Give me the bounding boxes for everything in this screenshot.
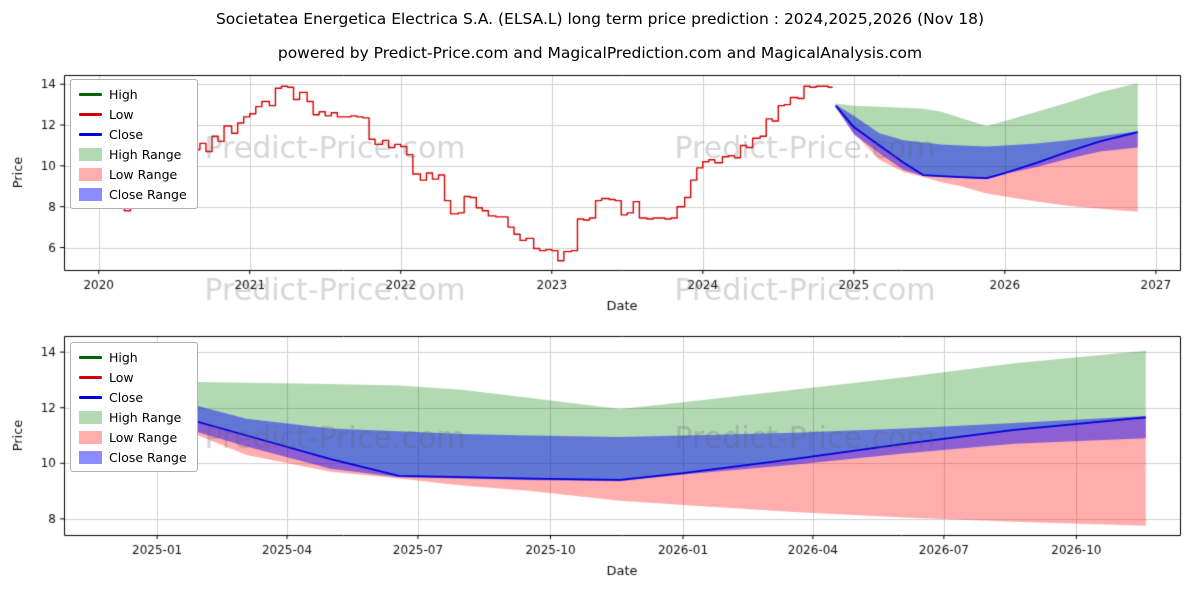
close-range-swatch (79, 450, 102, 464)
legend-label: High (109, 86, 138, 102)
legend-item-high: High (79, 348, 187, 366)
legend-label: Low Range (109, 166, 178, 182)
low-line-swatch (79, 375, 102, 379)
legend-item-low-range: Low Range (79, 165, 187, 183)
legend-top-chart: High Low Close High Range Low Range Clos… (70, 79, 198, 209)
legend-item-low: Low (79, 105, 187, 123)
low-range-swatch (79, 167, 102, 181)
legend-label: High (109, 349, 138, 365)
high-line-swatch (79, 355, 102, 359)
legend-item-close: Close (79, 388, 187, 406)
high-range-swatch (79, 147, 102, 161)
legend-label: Low (109, 369, 134, 385)
close-line-swatch (79, 395, 102, 399)
legend-item-low: Low (79, 368, 187, 386)
low-range-swatch (79, 430, 102, 444)
legend-label: Close Range (109, 449, 187, 465)
legend-label: Low Range (109, 429, 178, 445)
legend-item-high-range: High Range (79, 145, 187, 163)
legend-item-close-range: Close Range (79, 185, 187, 203)
legend-item-low-range: Low Range (79, 428, 187, 446)
legend-label: Close (109, 126, 144, 142)
high-line-swatch (79, 92, 102, 96)
close-range-swatch (79, 187, 102, 201)
legend-item-close-range: Close Range (79, 448, 187, 466)
legend-label: Close (109, 389, 144, 405)
legend-label: High Range (109, 146, 182, 162)
low-line-swatch (79, 112, 102, 116)
legend-item-close: Close (79, 125, 187, 143)
legend-label: High Range (109, 409, 182, 425)
legend-bottom-chart: High Low Close High Range Low Range Clos… (70, 342, 198, 472)
legend-item-high: High (79, 85, 187, 103)
legend-label: Close Range (109, 186, 187, 202)
close-line-swatch (79, 132, 102, 136)
legend-label: Low (109, 106, 134, 122)
legend-item-high-range: High Range (79, 408, 187, 426)
high-range-swatch (79, 410, 102, 424)
